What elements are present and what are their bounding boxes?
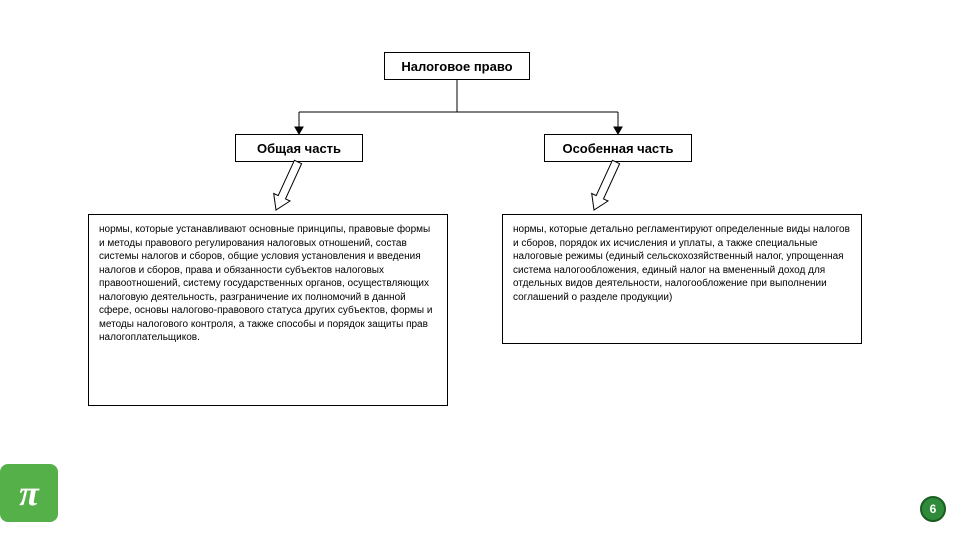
- branch-detail: нормы, которые детально регламентируют о…: [502, 214, 862, 344]
- pi-logo-glyph: π: [19, 475, 39, 511]
- root-node: Налоговое право: [384, 52, 530, 80]
- branch-detail: нормы, которые устанавливают основные пр…: [88, 214, 448, 406]
- branch-node: Общая часть: [235, 134, 363, 162]
- pi-logo: π: [0, 464, 58, 522]
- page-number-badge: 6: [920, 496, 946, 522]
- branch-node: Особенная часть: [544, 134, 692, 162]
- page-number: 6: [930, 502, 937, 516]
